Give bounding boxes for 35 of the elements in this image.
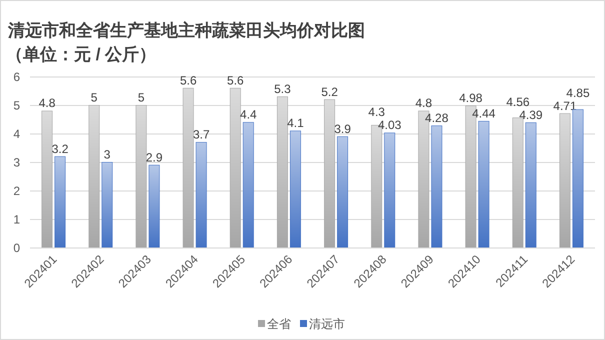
y-tick-label: 0: [13, 241, 20, 255]
data-label: 4.71: [553, 98, 577, 113]
data-label: 4.3: [368, 105, 386, 120]
data-label: 3.2: [52, 142, 69, 156]
data-label: 5: [90, 90, 98, 104]
data-label: 4.28: [425, 111, 449, 126]
data-label: 5.3: [274, 82, 292, 96]
title: 清远市和全省生产基地主种蔬菜田头均价对比图: [8, 21, 365, 40]
data-label: 4.56: [506, 94, 530, 109]
data-label: 5.2: [321, 84, 338, 99]
y-tick-label: 2: [13, 184, 20, 198]
data-label: 3: [104, 148, 111, 162]
subtitle: （单位：元 / 公斤）: [6, 45, 156, 64]
y-tick-label: 3: [13, 156, 20, 170]
legend-label: 全省: [267, 317, 291, 331]
data-label: 4.1: [287, 116, 304, 130]
data-label: 3.7: [192, 128, 210, 142]
data-label: 4.8: [38, 96, 56, 110]
data-label: 4.98: [459, 91, 483, 106]
y-tick-label: 4: [13, 127, 20, 141]
legend-label: 清远市: [309, 317, 345, 331]
data-label: 4.39: [519, 108, 543, 122]
data-label: 3.9: [334, 122, 352, 136]
data-label: 4.8: [415, 96, 432, 110]
data-label: 4.4: [240, 108, 258, 122]
data-label: 5.6: [227, 73, 244, 88]
data-label: 4.44: [472, 106, 496, 120]
data-label: 5.6: [180, 73, 197, 88]
data-label: 5: [138, 90, 145, 104]
data-label: 4.03: [378, 118, 402, 132]
y-tick-label: 1: [13, 212, 20, 226]
data-label: 2.9: [146, 150, 163, 164]
y-tick-label: 5: [13, 98, 20, 112]
data-label: 4.85: [566, 86, 590, 100]
y-tick-label: 6: [13, 70, 20, 84]
